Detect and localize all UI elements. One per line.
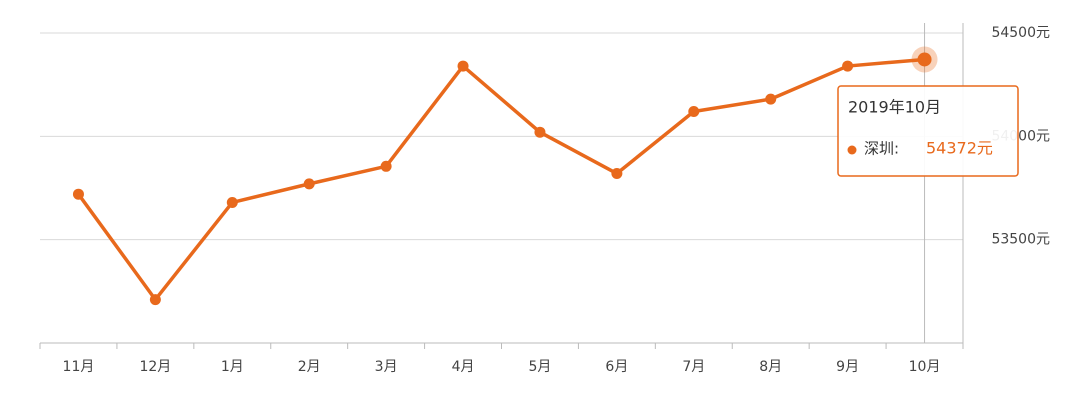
x-tick-label: 9月	[836, 359, 859, 375]
x-tick-label: 10月	[909, 359, 941, 375]
tooltip-title: 2019年10月	[848, 98, 941, 117]
marker	[688, 106, 700, 118]
x-tick-label: 6月	[605, 359, 628, 375]
y-tick-label: 53500元	[991, 232, 1050, 248]
marker	[917, 52, 932, 67]
marker	[611, 168, 623, 180]
marker	[72, 188, 84, 200]
x-tick-label: 7月	[682, 359, 705, 375]
tooltip-value: 54372元	[926, 139, 993, 158]
marker	[226, 196, 238, 208]
x-tick-label: 8月	[759, 359, 782, 375]
x-tick-label: 4月	[452, 359, 475, 375]
x-tick-label: 12月	[139, 359, 171, 375]
tooltip-box	[837, 85, 1019, 177]
x-tick-label: 11月	[63, 359, 95, 375]
y-tick-label: 54500元	[991, 25, 1050, 41]
tooltip-series: 深圳:	[864, 140, 899, 158]
marker	[534, 126, 546, 138]
marker	[149, 294, 161, 306]
marker	[765, 93, 777, 105]
marker	[457, 60, 469, 72]
marker	[303, 178, 315, 190]
marker	[842, 60, 854, 72]
x-tick-label: 5月	[528, 359, 551, 375]
line	[77, 57, 925, 302]
x-tick-label: 3月	[375, 359, 398, 375]
tooltip-dot	[847, 145, 857, 155]
marker	[380, 160, 392, 172]
x-tick-label: 1月	[221, 359, 244, 375]
x-tick-label: 2月	[298, 359, 321, 375]
